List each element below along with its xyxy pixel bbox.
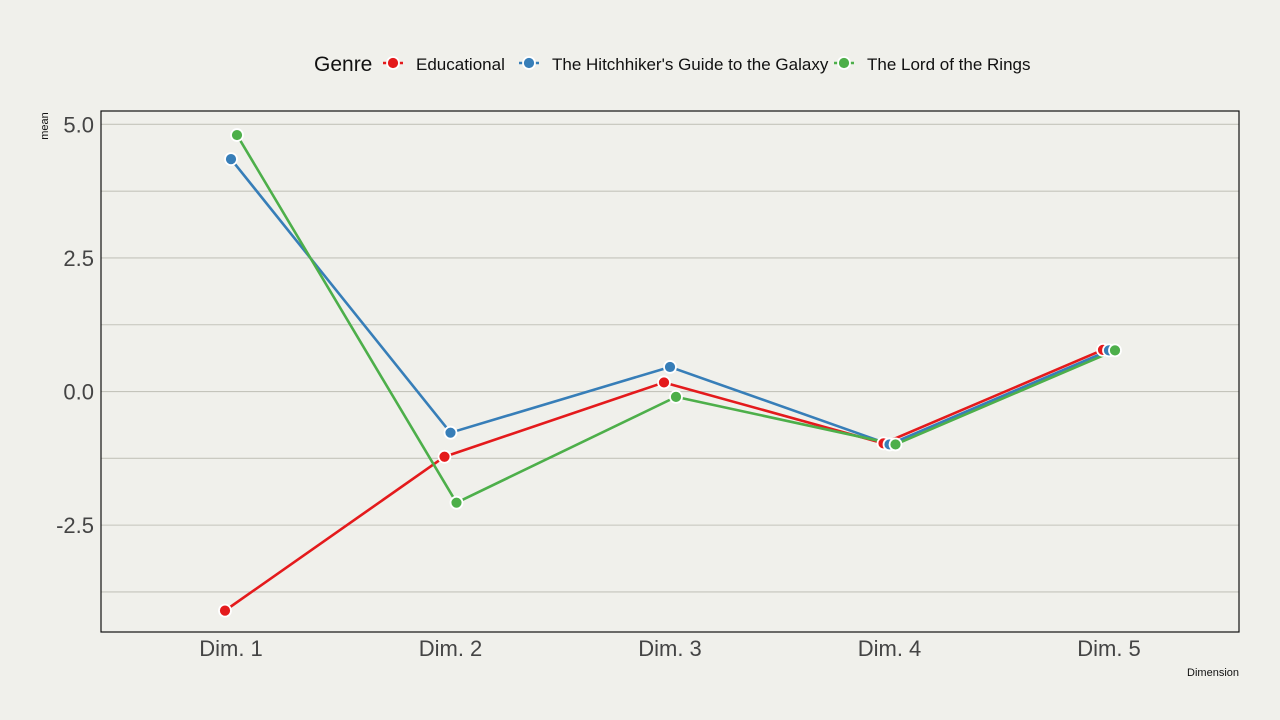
legend-label: The Lord of the Rings xyxy=(867,55,1030,74)
y-tick-label: 0.0 xyxy=(63,380,94,405)
x-tick-label: Dim. 2 xyxy=(419,636,483,661)
legend-label: The Hitchhiker's Guide to the Galaxy xyxy=(552,55,829,74)
data-point xyxy=(230,128,244,142)
series-line xyxy=(235,134,1116,504)
x-tick-label: Dim. 3 xyxy=(638,636,702,661)
y-tick-label: 5.0 xyxy=(63,112,94,137)
legend-item: The Hitchhiker's Guide to the Galaxy xyxy=(519,55,829,74)
data-point xyxy=(449,495,464,510)
data-point xyxy=(443,425,458,440)
series-layer xyxy=(218,128,1122,618)
x-tick-label: Dim. 1 xyxy=(199,636,263,661)
data-point xyxy=(437,449,452,464)
legend-label: Educational xyxy=(416,55,505,74)
data-point xyxy=(657,375,671,390)
data-point xyxy=(224,152,238,166)
y-tick-label: 2.5 xyxy=(63,246,94,271)
data-point xyxy=(669,389,683,404)
x-tick-label: Dim. 4 xyxy=(858,636,922,661)
x-tick-label: Dim. 5 xyxy=(1077,636,1141,661)
legend-key-marker xyxy=(837,56,851,70)
series-line xyxy=(229,158,1110,446)
legend-key-marker xyxy=(386,56,400,70)
x-axis-title: Dimension xyxy=(1187,667,1239,679)
legend-key-marker xyxy=(522,56,536,70)
gridlines xyxy=(101,123,1239,593)
data-point xyxy=(888,437,903,452)
legend: Genre Educational The Hitchhiker's Guide … xyxy=(314,53,1030,76)
data-point xyxy=(218,603,232,618)
y-axis-ticks: 5.0 2.5 0.0 -2.5 xyxy=(56,112,94,538)
plot-panel-border xyxy=(100,110,1240,633)
y-tick-label: -2.5 xyxy=(56,513,94,538)
x-axis-ticks: Dim. 1 Dim. 2 Dim. 3 Dim. 4 Dim. 5 xyxy=(199,636,1141,661)
legend-item: Educational xyxy=(383,55,505,74)
legend-title: Genre xyxy=(314,53,372,76)
data-point xyxy=(663,360,677,374)
data-point xyxy=(1108,343,1122,358)
y-axis-title: mean xyxy=(39,112,51,140)
legend-item: The Lord of the Rings xyxy=(834,55,1030,74)
